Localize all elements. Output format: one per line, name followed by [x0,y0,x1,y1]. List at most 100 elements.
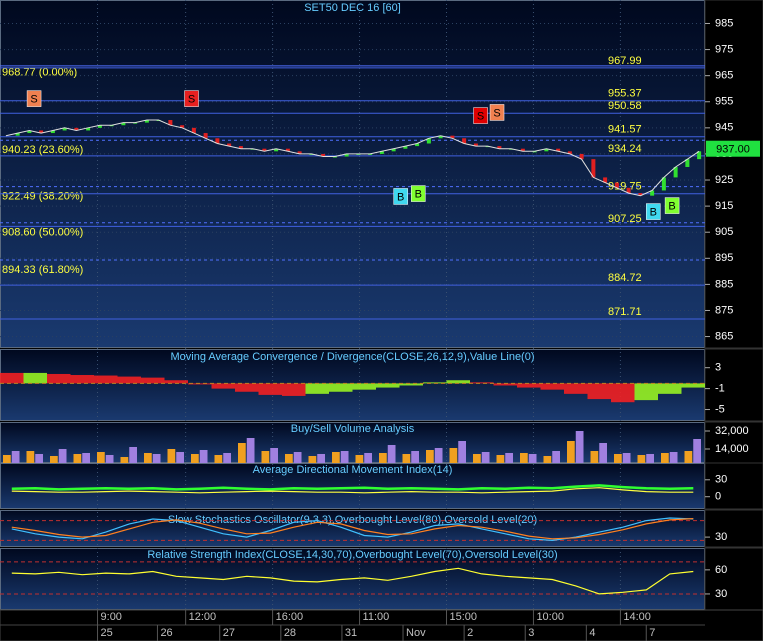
bar [188,383,212,385]
bar [47,373,71,384]
bar [376,383,400,388]
candle [685,159,690,167]
bar [235,383,259,392]
time-label: 11:00 [363,611,390,623]
date-label: 2 [467,627,473,639]
bar [423,382,447,384]
candle [203,133,208,139]
candle [86,127,91,131]
bar [446,380,470,384]
bar [23,372,47,384]
date-label: 28 [284,627,296,639]
bar [152,454,161,463]
axis-background [704,547,763,611]
level-label: 955.37 [608,88,642,100]
date-label: Nov [406,627,426,639]
bar [176,452,184,463]
bar [426,450,434,463]
bar [646,454,654,463]
y-tick-label: 865 [715,330,733,342]
bar [308,456,317,463]
date-label: 4 [589,627,595,639]
fib-label: 908.60 (50.00%) [2,227,83,239]
signal-box [664,197,680,214]
bar [387,445,396,463]
bar [496,455,505,463]
candle [473,143,478,147]
bar [293,452,302,463]
candle [227,143,232,147]
candle [332,156,337,158]
bar [199,450,208,463]
time-label: 14:00 [623,611,651,623]
bar [493,383,517,386]
level-label: 907.25 [608,213,642,225]
bar [191,454,199,463]
fib-label: 894.33 (61.80%) [2,264,83,276]
candle [62,127,67,131]
candle [39,130,44,134]
candle [614,182,619,188]
bar [658,383,682,394]
y-tick-label: 0 [715,491,721,503]
bar [94,375,118,384]
candle [532,151,537,153]
last-price-label: 937.00 [716,144,750,156]
bar [614,454,622,463]
bar [261,451,270,463]
signal-label: B [397,191,404,203]
bar [246,438,255,463]
candle [661,177,666,191]
y-tick-label: 955 [715,96,733,108]
candle [450,135,455,139]
time-label: 10:00 [536,611,564,623]
y-tick-label: -5 [715,403,725,415]
candle [497,146,502,149]
signal-label: S [493,107,500,119]
bar [458,441,466,463]
candle [274,148,279,152]
candle [579,153,584,160]
y-tick-label: 985 [715,17,733,29]
bar [214,455,223,463]
bar [543,456,552,463]
candle [27,130,32,134]
bar [567,441,575,463]
bar [11,451,20,463]
bar [661,453,669,463]
candle [297,151,302,154]
panel-title: Moving Average Convergence / Divergence(… [170,351,534,363]
y-tick-label: 30 [715,531,727,543]
candle [121,122,126,126]
bar [329,383,353,392]
level-label: 934.24 [608,143,642,155]
bar [693,439,701,463]
date-label: 7 [649,627,655,639]
date-label: 27 [223,627,235,639]
candle [285,148,290,152]
candle [544,148,549,152]
series-line [11,517,694,542]
time-label: 15:00 [450,611,478,623]
candle [638,193,643,196]
bar [411,451,419,463]
bar [73,454,82,463]
candle [133,122,138,124]
series-line [11,518,694,540]
panel-background [0,422,705,463]
candle [567,151,572,154]
candle [462,138,467,144]
bar [528,454,537,463]
candle [626,187,631,194]
bar [332,452,340,463]
y-tick-label: 30 [715,588,727,600]
bar [540,383,564,390]
candle [238,146,243,149]
candle [262,148,267,152]
candle [650,190,655,196]
bar [120,457,129,463]
bar [481,452,490,463]
candle [215,138,220,144]
